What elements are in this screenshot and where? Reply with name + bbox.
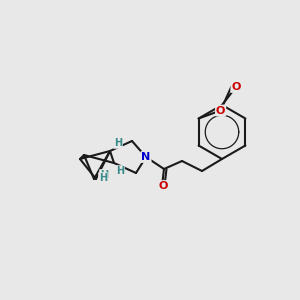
Text: H: H [114,138,122,148]
Text: H: H [99,173,107,183]
Text: H: H [116,166,124,176]
Text: O: O [216,106,225,116]
Text: O: O [158,181,168,191]
Text: N: N [141,152,151,162]
Text: O: O [231,82,241,92]
Text: H: H [100,170,108,180]
